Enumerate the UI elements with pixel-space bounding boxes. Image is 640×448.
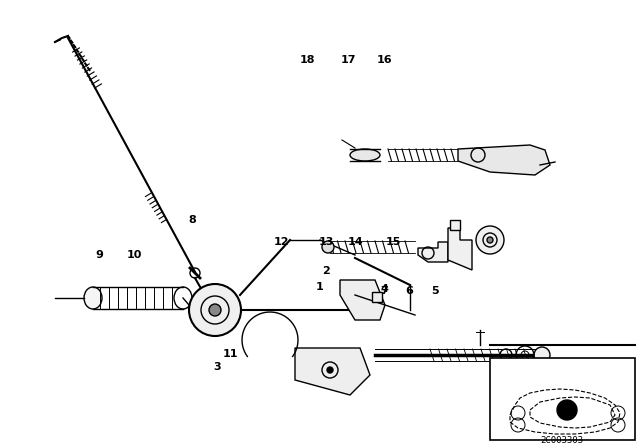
Polygon shape <box>372 292 382 302</box>
Circle shape <box>209 304 221 316</box>
Text: 13: 13 <box>319 237 334 247</box>
Text: 2: 2 <box>323 266 330 276</box>
Text: 16: 16 <box>376 56 392 65</box>
Polygon shape <box>448 228 472 270</box>
Text: 3: 3 <box>214 362 221 372</box>
Circle shape <box>534 347 550 363</box>
Text: 8: 8 <box>188 215 196 224</box>
Text: 6: 6 <box>406 286 413 296</box>
Polygon shape <box>340 280 385 320</box>
Circle shape <box>189 284 241 336</box>
Polygon shape <box>295 348 370 395</box>
Ellipse shape <box>322 241 334 253</box>
Circle shape <box>327 367 333 373</box>
Text: 7: 7 <box>380 286 388 296</box>
Text: 5: 5 <box>431 286 439 296</box>
Text: 18: 18 <box>300 56 315 65</box>
Circle shape <box>557 400 577 420</box>
Circle shape <box>476 226 504 254</box>
Ellipse shape <box>84 287 102 309</box>
Text: 12: 12 <box>274 237 289 247</box>
Circle shape <box>547 364 569 386</box>
Polygon shape <box>450 220 460 230</box>
Polygon shape <box>418 242 448 262</box>
FancyBboxPatch shape <box>490 358 635 440</box>
Text: 17: 17 <box>341 56 356 65</box>
Text: 10: 10 <box>127 250 142 260</box>
Polygon shape <box>458 145 550 175</box>
Text: 2C003303: 2C003303 <box>541 435 584 444</box>
Text: 11: 11 <box>223 349 238 359</box>
Text: 14: 14 <box>348 237 363 247</box>
Text: 1: 1 <box>316 282 324 292</box>
Circle shape <box>487 237 493 243</box>
Text: 4: 4 <box>380 284 388 294</box>
Text: 9: 9 <box>95 250 103 260</box>
Text: 15: 15 <box>386 237 401 247</box>
Ellipse shape <box>350 149 380 161</box>
